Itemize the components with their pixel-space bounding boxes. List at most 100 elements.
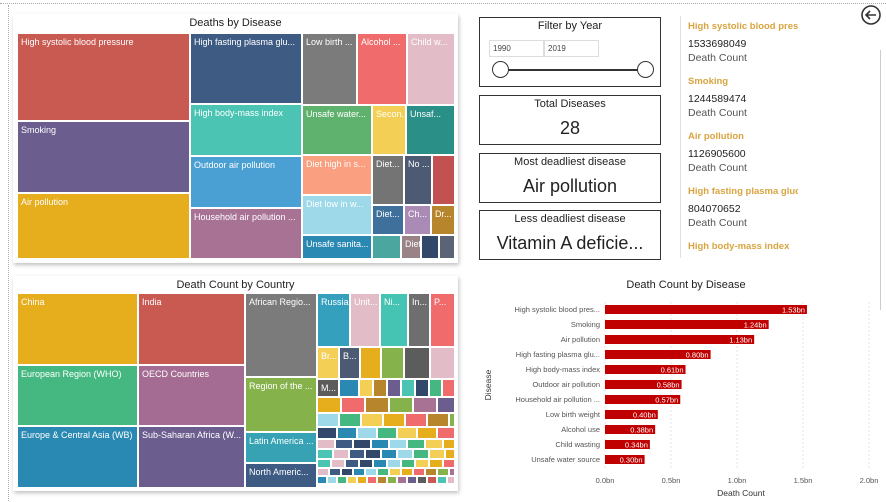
disease-tile[interactable]: Child w... bbox=[407, 33, 455, 105]
disease-tile[interactable]: Low birth ... bbox=[302, 33, 357, 105]
country-small-tile[interactable] bbox=[389, 439, 407, 449]
country-small-tile[interactable] bbox=[443, 459, 455, 468]
country-small-tile[interactable] bbox=[401, 459, 415, 468]
country-small-tile[interactable] bbox=[360, 347, 381, 379]
country-small-tile[interactable] bbox=[359, 459, 373, 468]
disease-tile[interactable] bbox=[372, 235, 401, 259]
country-small-tile[interactable] bbox=[359, 379, 373, 397]
country-small-tile[interactable] bbox=[417, 476, 427, 484]
country-small-tile[interactable] bbox=[333, 449, 349, 459]
country-small-tile[interactable] bbox=[417, 427, 437, 439]
country-small-tile[interactable] bbox=[397, 427, 417, 439]
country-small-tile[interactable] bbox=[353, 468, 365, 476]
country-small-tile[interactable] bbox=[353, 439, 371, 449]
country-tile[interactable]: European Region (WHO) bbox=[17, 365, 138, 426]
country-small-tile[interactable] bbox=[365, 468, 377, 476]
disease-tile[interactable]: Diet high in s... bbox=[302, 155, 372, 195]
country-small-tile[interactable] bbox=[413, 397, 437, 413]
disease-tile[interactable] bbox=[439, 235, 455, 259]
disease-tile[interactable]: Unsafe sanita... bbox=[302, 235, 372, 259]
country-small-tile[interactable] bbox=[341, 397, 365, 413]
disease-tile[interactable]: Unsafe water... bbox=[302, 105, 372, 155]
country-small-tile[interactable] bbox=[413, 449, 429, 459]
country-small-tile[interactable] bbox=[335, 439, 353, 449]
country-small-tile[interactable] bbox=[337, 427, 357, 439]
country-tile[interactable]: M... bbox=[317, 379, 339, 397]
country-small-tile[interactable] bbox=[401, 468, 413, 476]
country-small-tile[interactable] bbox=[327, 476, 337, 484]
disease-tile[interactable] bbox=[421, 235, 439, 259]
country-small-tile[interactable] bbox=[404, 347, 430, 379]
country-small-tile[interactable] bbox=[377, 468, 389, 476]
death-count-by-disease-chart[interactable]: Death Count by Disease 0.0bn 0.5bn 1.0bn 1.5… bbox=[478, 272, 878, 498]
disease-tile[interactable]: Diet low in w... bbox=[302, 195, 372, 235]
country-treemap[interactable]: China India European Region (WHO) OECD Coun… bbox=[17, 293, 455, 488]
country-small-tile[interactable] bbox=[337, 476, 347, 484]
country-tile[interactable]: B... bbox=[339, 347, 360, 379]
country-treemap-card[interactable]: Death Count by Country China India Europea… bbox=[13, 276, 458, 491]
country-small-tile[interactable] bbox=[371, 439, 389, 449]
year-slider-track[interactable] bbox=[500, 69, 645, 71]
disease-tile[interactable]: High body-mass index bbox=[190, 104, 302, 156]
country-small-tile[interactable] bbox=[430, 347, 455, 379]
country-small-tile[interactable] bbox=[317, 397, 341, 413]
country-small-tile[interactable] bbox=[317, 468, 329, 476]
country-small-tile[interactable] bbox=[349, 449, 365, 459]
country-small-tile[interactable] bbox=[383, 413, 405, 427]
disease-treemap-card[interactable]: Deaths by Disease High systolic blood pr… bbox=[13, 14, 458, 263]
country-small-tile[interactable] bbox=[317, 449, 333, 459]
country-tile[interactable]: P... bbox=[430, 293, 455, 347]
country-small-tile[interactable] bbox=[425, 468, 437, 476]
disease-tile[interactable]: Outdoor air pollution bbox=[190, 156, 302, 208]
country-small-tile[interactable] bbox=[437, 476, 447, 484]
country-small-tile[interactable] bbox=[389, 468, 401, 476]
country-small-tile[interactable] bbox=[377, 476, 387, 484]
country-tile[interactable]: Ni... bbox=[380, 293, 408, 347]
country-small-tile[interactable] bbox=[429, 449, 445, 459]
country-small-tile[interactable] bbox=[397, 449, 413, 459]
country-tile[interactable]: Russia bbox=[317, 293, 350, 347]
country-small-tile[interactable] bbox=[401, 379, 415, 397]
disease-tile[interactable] bbox=[432, 155, 455, 205]
year-slider-start-handle[interactable] bbox=[492, 61, 509, 78]
country-small-tile[interactable] bbox=[445, 449, 455, 459]
country-small-tile[interactable] bbox=[443, 439, 455, 449]
country-small-tile[interactable] bbox=[339, 413, 361, 427]
year-slider-end-handle[interactable] bbox=[637, 61, 654, 78]
country-small-tile[interactable] bbox=[415, 379, 429, 397]
country-small-tile[interactable] bbox=[339, 379, 359, 397]
country-small-tile[interactable] bbox=[331, 459, 345, 468]
country-small-tile[interactable] bbox=[367, 476, 377, 484]
country-small-tile[interactable] bbox=[387, 476, 397, 484]
disease-tile[interactable]: Household air pollution ... bbox=[190, 208, 302, 259]
back-button[interactable] bbox=[860, 4, 882, 26]
year-from-input[interactable]: 1990 bbox=[489, 40, 544, 57]
country-small-tile[interactable] bbox=[329, 468, 341, 476]
country-small-tile[interactable] bbox=[317, 476, 327, 484]
country-tile[interactable]: Region of the ... bbox=[245, 377, 317, 432]
country-small-tile[interactable] bbox=[387, 379, 401, 397]
country-small-tile[interactable] bbox=[365, 397, 389, 413]
country-small-tile[interactable] bbox=[437, 468, 449, 476]
country-tile[interactable]: Br... bbox=[317, 347, 339, 379]
country-tile[interactable]: India bbox=[138, 293, 245, 365]
country-tile[interactable]: North Americ... bbox=[245, 463, 317, 488]
disease-tile[interactable]: High systolic blood pressure bbox=[17, 33, 190, 121]
disease-tile[interactable]: No ... bbox=[404, 155, 432, 205]
disease-treemap[interactable]: High systolic blood pressure Smoking Air p… bbox=[17, 33, 455, 259]
country-small-tile[interactable] bbox=[413, 468, 425, 476]
country-small-tile[interactable] bbox=[365, 449, 381, 459]
country-small-tile[interactable] bbox=[442, 379, 455, 397]
country-small-tile[interactable] bbox=[407, 439, 425, 449]
country-tile[interactable]: Europe & Central Asia (WB) bbox=[17, 426, 138, 488]
country-small-tile[interactable] bbox=[317, 413, 339, 427]
disease-tile[interactable]: Secon... bbox=[372, 105, 406, 155]
country-small-tile[interactable] bbox=[437, 397, 455, 413]
country-small-tile[interactable] bbox=[381, 347, 404, 379]
disease-tile[interactable]: Diet... bbox=[372, 155, 404, 205]
disease-tile[interactable]: Diet... bbox=[401, 235, 421, 259]
country-small-tile[interactable] bbox=[387, 459, 401, 468]
country-tile[interactable]: China bbox=[17, 293, 138, 365]
country-small-tile[interactable] bbox=[415, 459, 429, 468]
country-small-tile[interactable] bbox=[437, 427, 455, 439]
